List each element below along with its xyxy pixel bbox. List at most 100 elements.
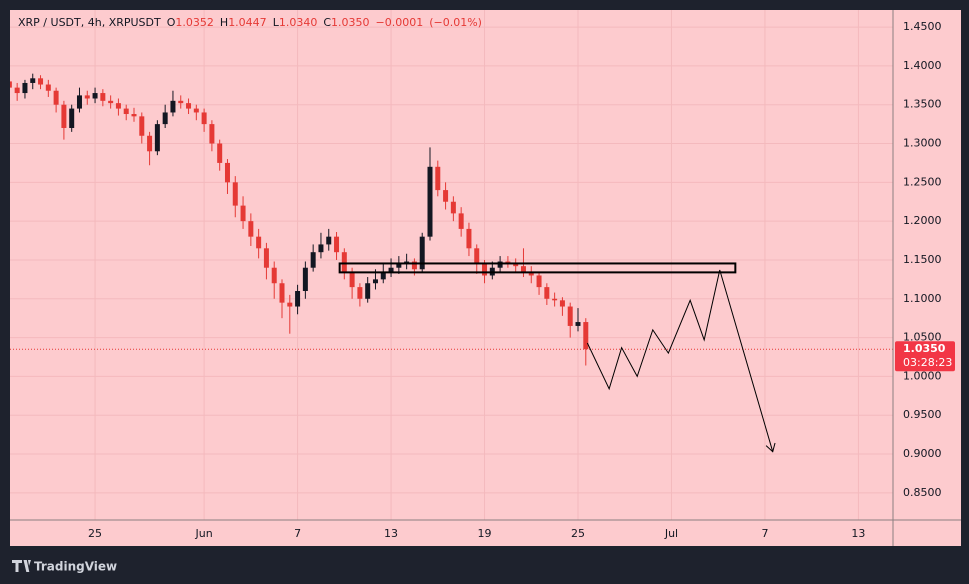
brand-logo (12, 560, 31, 572)
candle-body (108, 100, 114, 104)
candle-body (520, 266, 526, 272)
brand-name: TradingView (34, 560, 117, 574)
candle-body (193, 108, 199, 113)
ohlc-key: O (166, 16, 176, 29)
ohlc-key: L (272, 16, 279, 29)
candle-body (583, 322, 589, 350)
y-tick-label: 1.1500 (903, 253, 942, 266)
candle-body (326, 236, 332, 245)
candle-body (147, 135, 153, 152)
candle-body (209, 124, 215, 144)
candle-body (318, 244, 324, 253)
candle-body (287, 302, 293, 307)
candle-body (115, 103, 121, 109)
x-tick-label: Jul (664, 527, 678, 540)
candle-body (544, 287, 550, 299)
ohlc-value: 1.0447 (228, 16, 267, 29)
ohlc-item: C1.0350 (323, 16, 369, 29)
candle-body (162, 112, 168, 125)
candle-body (466, 228, 472, 249)
candle-body (380, 271, 386, 280)
ohlc-item: O1.0352 (167, 16, 214, 29)
candle-body (575, 322, 581, 326)
candle-body (302, 267, 308, 292)
candle-body (232, 182, 238, 206)
candle-body (100, 93, 106, 101)
ohlc-key: H (219, 16, 229, 29)
candle-body (186, 103, 192, 109)
y-tick-label: 1.4500 (903, 20, 942, 33)
change: −0.0001 (375, 16, 424, 29)
candle-body (552, 298, 558, 301)
change-pct: (−0.01%) (429, 16, 482, 29)
y-tick-label: 1.3500 (903, 98, 942, 111)
ohlc-value: 1.0340 (278, 16, 318, 29)
x-tick-label: Jun (195, 527, 213, 540)
y-tick-label: 1.3000 (903, 137, 942, 150)
candle-body (559, 300, 565, 307)
candle-body (357, 287, 363, 299)
last-price-tag (895, 341, 955, 372)
candle-body (334, 236, 340, 253)
candle-body (427, 166, 433, 237)
candle-body (567, 306, 573, 326)
candle-body (217, 143, 223, 163)
y-tick-label: 0.9500 (903, 408, 942, 421)
x-tick-label: 13 (851, 527, 865, 540)
x-tick-label: 25 (571, 527, 585, 540)
y-tick-label: 0.9000 (903, 447, 942, 460)
candle-body (139, 116, 145, 136)
candle-body (271, 267, 277, 284)
y-tick-label: 0.8500 (903, 486, 942, 499)
candle-body (349, 271, 355, 288)
candle-body (310, 252, 316, 268)
candle-body (411, 261, 417, 270)
ohlc-item: L1.0340 (273, 16, 318, 29)
last-price-label: 1.0350 (903, 342, 946, 355)
y-tick-label: 1.0000 (903, 369, 942, 382)
candle-body (61, 104, 67, 128)
symbol: XRP / USDT, 4h, XRPUSDT (18, 16, 161, 29)
x-tick-label: 25 (88, 527, 102, 540)
candle-body (84, 95, 90, 99)
candle-body (14, 87, 20, 94)
candle-body (458, 213, 464, 229)
candle-body (388, 267, 394, 272)
y-tick-label: 1.2000 (903, 214, 942, 227)
candle-body (435, 166, 441, 191)
candle-body (69, 108, 75, 128)
candle-body (365, 283, 371, 299)
y-tick-label: 1.1000 (903, 292, 942, 305)
y-tick-label: 1.2500 (903, 175, 942, 188)
projection-arrowhead (765, 442, 776, 453)
zone-rectangle (338, 262, 737, 274)
candle-body (450, 201, 456, 214)
ohlc-value: 1.0350 (331, 16, 370, 29)
candle-body (536, 275, 542, 288)
candle-body (263, 248, 269, 268)
candle-body (474, 248, 480, 264)
x-tick-label: 13 (384, 527, 398, 540)
candle-body (76, 95, 82, 109)
candle-body (154, 124, 160, 152)
candle-body (201, 112, 207, 125)
candle-body (419, 236, 425, 270)
candle-body (482, 263, 488, 276)
candle-body (178, 100, 184, 104)
x-tick-label: 7 (294, 527, 301, 540)
x-tick-label: 7 (761, 527, 768, 540)
candle-body (256, 236, 262, 249)
candle-body (396, 263, 402, 268)
x-tick-label: 19 (478, 527, 492, 540)
candle-body (279, 283, 285, 303)
candle-body (513, 263, 519, 267)
candle-body (528, 271, 534, 276)
candle-body (10, 81, 12, 88)
ohlc-item: H1.0447 (220, 16, 267, 29)
candle-body (372, 279, 378, 284)
y-tick-label: 1.4000 (903, 59, 942, 72)
brand[interactable]: TradingView (12, 560, 117, 574)
ohlc-value: 1.0352 (175, 16, 214, 29)
candle-body (53, 90, 59, 105)
